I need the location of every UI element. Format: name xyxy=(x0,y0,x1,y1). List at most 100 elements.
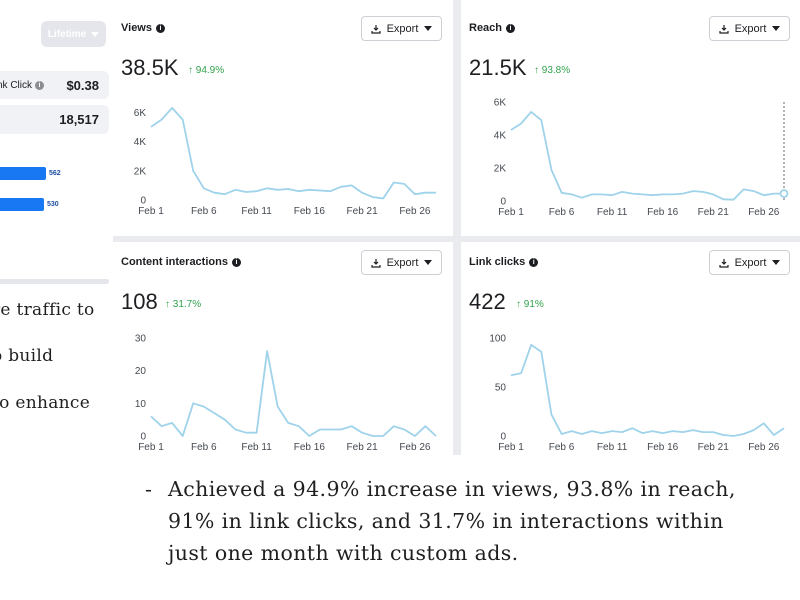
data-point[interactable] xyxy=(660,192,665,197)
data-point[interactable] xyxy=(412,192,417,197)
data-point[interactable] xyxy=(509,373,514,378)
export-button[interactable]: Export xyxy=(361,16,442,41)
data-point[interactable] xyxy=(620,430,625,435)
data-point[interactable] xyxy=(360,430,365,435)
data-point[interactable] xyxy=(339,427,344,432)
data-point[interactable] xyxy=(254,189,259,194)
data-point[interactable] xyxy=(771,433,776,438)
data-point[interactable] xyxy=(640,431,645,436)
data-point[interactable] xyxy=(296,189,301,194)
data-point[interactable] xyxy=(660,431,665,436)
export-button[interactable]: Export xyxy=(709,250,790,275)
data-point[interactable] xyxy=(191,168,196,173)
data-point[interactable] xyxy=(149,414,154,419)
data-point[interactable] xyxy=(349,424,354,429)
data-point[interactable] xyxy=(265,186,270,191)
data-point[interactable] xyxy=(201,186,206,191)
data-point[interactable] xyxy=(434,434,439,439)
data-point[interactable] xyxy=(579,432,584,437)
data-point[interactable] xyxy=(589,192,594,197)
data-point[interactable] xyxy=(201,404,206,409)
data-point[interactable] xyxy=(423,190,428,195)
data-point[interactable] xyxy=(761,421,766,426)
data-point[interactable] xyxy=(519,371,524,376)
data-point[interactable] xyxy=(328,189,333,194)
data-point[interactable] xyxy=(630,426,635,431)
data-point[interactable] xyxy=(381,434,386,439)
data-point[interactable] xyxy=(761,193,766,198)
data-point[interactable] xyxy=(680,430,685,435)
data-point[interactable] xyxy=(159,117,164,122)
info-icon[interactable]: i xyxy=(231,257,241,267)
data-point[interactable] xyxy=(509,128,514,133)
data-point[interactable] xyxy=(149,124,154,129)
data-point[interactable] xyxy=(349,183,354,188)
data-point[interactable] xyxy=(360,190,365,195)
data-point[interactable] xyxy=(680,191,685,196)
data-point[interactable] xyxy=(391,424,396,429)
data-point[interactable] xyxy=(589,429,594,434)
data-point[interactable] xyxy=(317,427,322,432)
data-point[interactable] xyxy=(569,192,574,197)
data-point[interactable] xyxy=(391,180,396,185)
data-point[interactable] xyxy=(212,190,217,195)
data-point[interactable] xyxy=(650,193,655,198)
data-point[interactable] xyxy=(286,420,291,425)
data-point[interactable] xyxy=(751,428,756,433)
data-point[interactable] xyxy=(559,432,564,437)
data-point[interactable] xyxy=(233,427,238,432)
data-point[interactable] xyxy=(170,105,175,110)
data-point[interactable] xyxy=(620,189,625,194)
data-point[interactable] xyxy=(782,426,787,431)
data-point[interactable] xyxy=(244,430,249,435)
data-point[interactable] xyxy=(751,189,756,194)
data-point[interactable] xyxy=(434,190,439,195)
data-point[interactable] xyxy=(741,187,746,192)
data-point[interactable] xyxy=(711,192,716,197)
info-icon[interactable]: i xyxy=(156,23,165,33)
data-point[interactable] xyxy=(529,342,534,347)
data-point[interactable] xyxy=(670,192,675,197)
data-point[interactable] xyxy=(286,187,291,192)
data-point[interactable] xyxy=(711,430,716,435)
data-point[interactable] xyxy=(539,118,544,123)
data-point[interactable] xyxy=(691,189,696,194)
data-point[interactable] xyxy=(741,432,746,437)
data-point[interactable] xyxy=(159,424,164,429)
data-point[interactable] xyxy=(650,429,655,434)
data-point[interactable] xyxy=(296,424,301,429)
info-icon[interactable]: i xyxy=(529,257,539,267)
data-point[interactable] xyxy=(265,349,270,354)
export-button[interactable]: Export xyxy=(361,250,442,275)
data-point[interactable] xyxy=(701,189,706,194)
data-point[interactable] xyxy=(381,196,386,201)
data-point[interactable] xyxy=(307,187,312,192)
data-point[interactable] xyxy=(731,434,736,439)
data-point[interactable] xyxy=(317,188,322,193)
data-point[interactable] xyxy=(212,411,217,416)
data-point[interactable] xyxy=(233,187,238,192)
export-button[interactable]: Export xyxy=(709,16,790,41)
data-point[interactable] xyxy=(275,187,280,192)
info-icon[interactable]: i xyxy=(35,80,45,90)
data-point[interactable] xyxy=(610,193,615,198)
data-point[interactable] xyxy=(307,434,312,439)
date-range-dropdown[interactable]: Lifetime xyxy=(41,21,106,47)
data-point[interactable] xyxy=(721,433,726,438)
data-point[interactable] xyxy=(412,434,417,439)
data-point[interactable] xyxy=(600,431,605,436)
data-point[interactable] xyxy=(275,404,280,409)
data-point[interactable] xyxy=(170,420,175,425)
data-point[interactable] xyxy=(244,189,249,194)
data-point[interactable] xyxy=(569,429,574,434)
data-point[interactable] xyxy=(423,424,428,429)
data-point[interactable] xyxy=(610,429,615,434)
data-point[interactable] xyxy=(559,190,564,195)
data-point[interactable] xyxy=(529,109,534,114)
data-point[interactable] xyxy=(402,181,407,186)
data-point[interactable] xyxy=(328,427,333,432)
data-point[interactable] xyxy=(731,197,736,202)
data-point[interactable] xyxy=(721,197,726,202)
data-point[interactable] xyxy=(701,430,706,435)
data-point[interactable] xyxy=(191,401,196,406)
